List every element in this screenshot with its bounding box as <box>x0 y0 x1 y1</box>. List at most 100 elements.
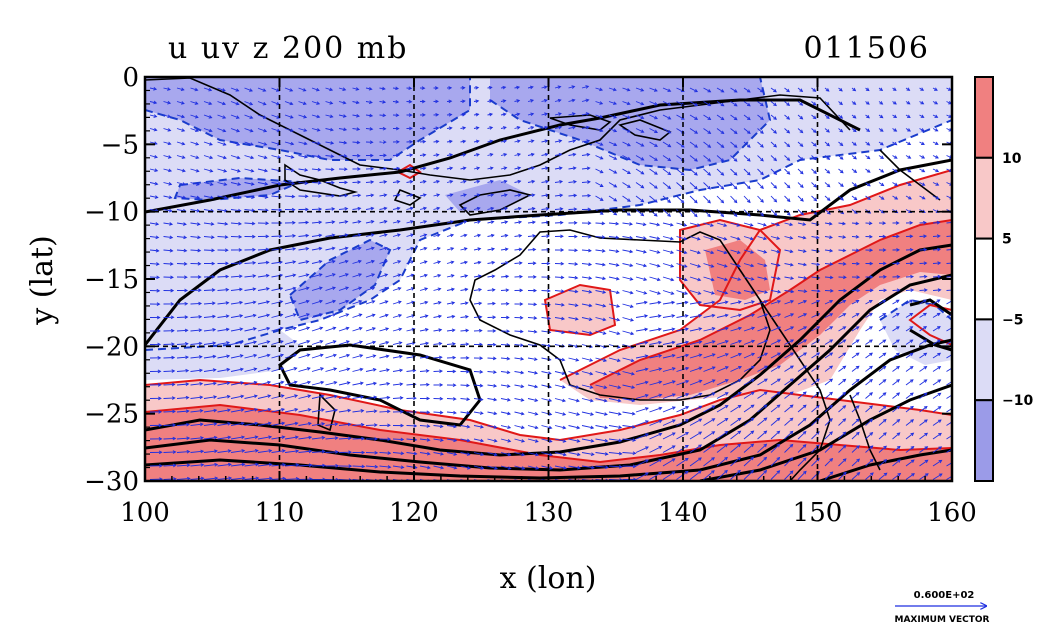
wind-vector-head <box>532 261 537 266</box>
wind-vector-shaft <box>176 236 187 239</box>
wind-vector-head <box>345 286 350 290</box>
wind-vector-shaft <box>703 418 715 426</box>
wind-vector-head <box>852 87 857 92</box>
wind-vector-head <box>171 396 176 400</box>
wind-vector-head <box>684 300 689 305</box>
wind-vector-shaft <box>703 405 715 413</box>
wind-vector-shaft <box>784 155 790 161</box>
wind-vector-shaft <box>608 438 622 442</box>
wind-vector-head <box>896 379 901 383</box>
wind-vector-head <box>803 470 807 475</box>
wind-vector-shaft <box>338 409 351 413</box>
wind-vector-head <box>843 288 848 293</box>
wind-vector-shaft <box>716 379 729 386</box>
wind-vector-shaft <box>932 433 942 440</box>
wind-vector-head <box>667 185 672 190</box>
wind-vector-shaft <box>689 290 701 295</box>
wind-vector-shaft <box>392 287 401 291</box>
wind-vector-shaft <box>595 465 609 468</box>
wind-vector-head <box>896 392 901 396</box>
wind-vector-head <box>423 233 428 238</box>
wind-vector-head <box>262 88 267 92</box>
wind-vector-head <box>627 184 631 188</box>
wind-vector-shaft <box>541 180 549 183</box>
wind-vector-shaft <box>298 381 311 386</box>
wind-vector-head <box>920 87 925 91</box>
wind-vector-head <box>453 465 458 470</box>
wind-vector-shaft <box>743 141 751 148</box>
wind-vector-head <box>279 313 284 317</box>
wind-vector-shaft <box>703 457 715 467</box>
wind-vector-head <box>588 303 593 308</box>
wind-vector-head <box>520 411 525 416</box>
wind-vector-shaft <box>392 397 403 399</box>
wind-vector-head <box>680 199 685 204</box>
wind-vector-head <box>644 341 649 345</box>
wind-vector-head <box>534 439 539 443</box>
wind-vector-shaft <box>338 327 349 332</box>
wind-vector-shaft <box>257 274 269 278</box>
wind-vector-head <box>279 340 284 344</box>
wind-vector-head <box>343 167 348 172</box>
wind-vector-head <box>869 378 873 383</box>
wind-vector-head <box>773 116 777 120</box>
wind-vector-shaft <box>743 290 754 294</box>
wind-vector-head <box>156 288 161 293</box>
wind-vector-shaft <box>230 395 244 399</box>
wind-vector-shaft <box>514 452 525 456</box>
wind-vector-shaft <box>500 234 508 237</box>
wind-vector-head <box>720 185 725 190</box>
wind-vector-head <box>856 458 861 463</box>
wind-vector-head <box>461 99 466 104</box>
wind-vector-head <box>546 261 551 266</box>
wind-vector-head <box>869 365 873 370</box>
wind-vector-shaft <box>635 236 646 239</box>
wind-vector-head <box>751 339 756 344</box>
wind-vector-head <box>723 264 728 268</box>
wind-vector-head <box>842 431 847 436</box>
wind-vector-shaft <box>649 182 658 189</box>
wind-vector-shaft <box>838 352 846 359</box>
wind-vector-head <box>198 355 203 359</box>
wind-vector-head <box>829 418 833 422</box>
wind-vector-shaft <box>851 458 860 467</box>
wind-vector-head <box>213 395 218 399</box>
wind-vector-shaft <box>311 287 323 291</box>
wind-vector-head <box>733 199 738 204</box>
wind-vector-shaft <box>662 276 674 281</box>
wind-vector-shaft <box>352 424 364 426</box>
wind-vector-head <box>169 262 174 266</box>
wind-vector-head <box>869 458 874 463</box>
wind-vector-head <box>502 99 507 103</box>
wind-vector-shaft <box>541 465 553 469</box>
wind-vector-head <box>803 378 807 382</box>
wind-vector-head <box>279 300 284 304</box>
wind-vector-head <box>707 89 712 93</box>
wind-vector-head <box>893 128 898 132</box>
wind-vector-head <box>588 276 593 280</box>
wind-vector-head <box>182 182 187 186</box>
wind-vector-shaft <box>689 301 702 305</box>
wind-vector-head <box>396 140 400 144</box>
wind-vector-head <box>936 234 941 238</box>
wind-vector-shaft <box>797 391 807 399</box>
wind-vector-shaft <box>703 290 715 295</box>
wind-vector-head <box>476 220 481 224</box>
wind-vector-head <box>396 193 401 197</box>
wind-vector-head <box>616 290 620 295</box>
wind-vector-head <box>799 88 804 93</box>
wind-vector-shaft <box>757 236 767 240</box>
wind-vector-head <box>180 87 185 92</box>
wind-vector-shaft <box>554 425 566 429</box>
wind-vector-shaft <box>784 431 793 440</box>
wind-vector-shaft <box>271 436 285 440</box>
wind-vector-head <box>839 87 843 92</box>
wind-vector-shaft <box>878 432 887 440</box>
wind-vector-head <box>572 166 577 171</box>
wind-vector-head <box>320 380 325 385</box>
wind-vector-shaft <box>905 182 912 186</box>
wind-vector-head <box>305 286 310 291</box>
wind-vector-shaft <box>514 425 525 429</box>
wind-vector-head <box>534 425 539 430</box>
wind-vector-head <box>531 206 536 211</box>
